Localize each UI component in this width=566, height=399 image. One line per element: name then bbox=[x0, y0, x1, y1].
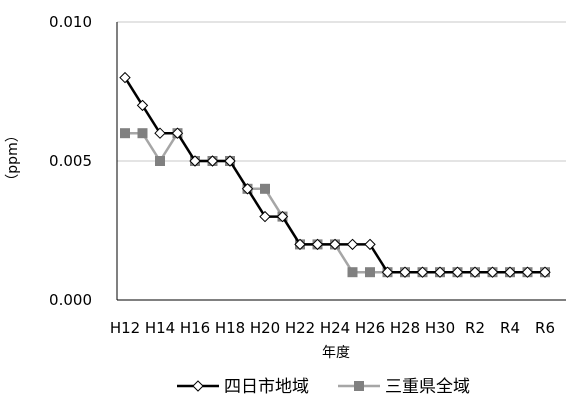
legend-marker bbox=[354, 381, 364, 391]
data-point bbox=[155, 156, 165, 166]
y-tick-label: 0.000 bbox=[49, 291, 92, 309]
x-tick-label: H16 bbox=[180, 319, 210, 337]
data-point bbox=[504, 266, 516, 278]
legend-item: 四日市地域 bbox=[177, 377, 309, 397]
data-point bbox=[137, 128, 148, 139]
legend: 四日市地域 三重県全域 bbox=[177, 377, 470, 397]
data-point bbox=[399, 266, 411, 278]
x-tick-label: H12 bbox=[110, 319, 140, 337]
data-point bbox=[311, 238, 324, 251]
x-axis: H12 H14 H16 H18 H20 H22 H24 H26 H28 H30 R2 R4 R6 bbox=[110, 299, 566, 337]
data-point bbox=[120, 128, 130, 139]
data-point bbox=[539, 266, 551, 278]
y-tick-label: 0.005 bbox=[49, 152, 92, 170]
x-tick-label: H28 bbox=[390, 319, 420, 337]
data-point bbox=[451, 266, 464, 278]
y-tick-label: 0.010 bbox=[49, 13, 92, 31]
data-point bbox=[434, 266, 446, 278]
series-line bbox=[125, 131, 545, 274]
data-point bbox=[486, 266, 499, 278]
x-axis-title: 年度 bbox=[322, 345, 350, 361]
x-tick-label: H30 bbox=[425, 319, 455, 337]
data-point bbox=[154, 127, 166, 139]
x-tick-label: R4 bbox=[500, 319, 520, 337]
x-tick-label: R2 bbox=[465, 319, 485, 337]
data-point bbox=[346, 238, 359, 251]
y-axis: 0.000 0.005 0.010 bbox=[49, 13, 118, 309]
x-tick-label: H18 bbox=[215, 319, 245, 337]
legend-label: 三重県全域 bbox=[385, 377, 470, 397]
x-tick-label: R6 bbox=[535, 319, 555, 337]
data-point bbox=[294, 238, 306, 251]
series-yokkaichi bbox=[119, 71, 551, 278]
data-point bbox=[206, 155, 219, 167]
data-point bbox=[136, 99, 149, 112]
data-point bbox=[189, 155, 201, 167]
data-point bbox=[241, 183, 254, 195]
x-tick-label: H24 bbox=[320, 319, 350, 337]
data-point bbox=[224, 155, 236, 167]
legend-item: 三重県全域 bbox=[338, 377, 470, 397]
data-point bbox=[259, 210, 271, 223]
legend-label: 四日市地域 bbox=[224, 377, 309, 397]
data-point bbox=[119, 71, 131, 84]
data-point bbox=[347, 267, 358, 278]
data-point bbox=[469, 266, 481, 278]
data-point bbox=[171, 127, 184, 139]
data-point bbox=[416, 266, 429, 278]
data-point bbox=[364, 238, 376, 251]
y-axis-title: （ppm） bbox=[5, 128, 21, 187]
data-point bbox=[381, 266, 394, 278]
x-tick-label: H26 bbox=[355, 319, 385, 337]
data-point bbox=[329, 238, 341, 251]
data-point bbox=[521, 266, 534, 278]
data-point bbox=[276, 210, 289, 223]
gridlines bbox=[117, 21, 566, 162]
series-mie bbox=[120, 128, 550, 278]
series-lines bbox=[119, 71, 551, 278]
x-tick-label: H22 bbox=[285, 319, 315, 337]
legend-marker bbox=[192, 380, 204, 392]
data-point bbox=[260, 183, 270, 194]
data-point bbox=[365, 267, 375, 278]
x-tick-label: H20 bbox=[250, 319, 280, 337]
x-tick-label: H14 bbox=[145, 319, 175, 337]
